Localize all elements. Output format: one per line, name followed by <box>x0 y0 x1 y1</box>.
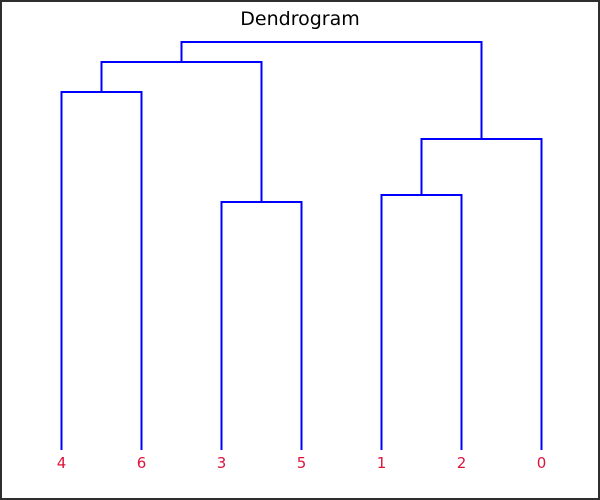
chart-title: Dendrogram <box>240 8 360 30</box>
dendrogram-link <box>60 91 143 450</box>
dendrogram-link <box>420 138 543 450</box>
dendrogram-link <box>380 194 463 450</box>
dendrogram-link <box>180 41 483 139</box>
dendrogram-link <box>100 61 263 202</box>
dendrogram-link <box>220 201 303 450</box>
